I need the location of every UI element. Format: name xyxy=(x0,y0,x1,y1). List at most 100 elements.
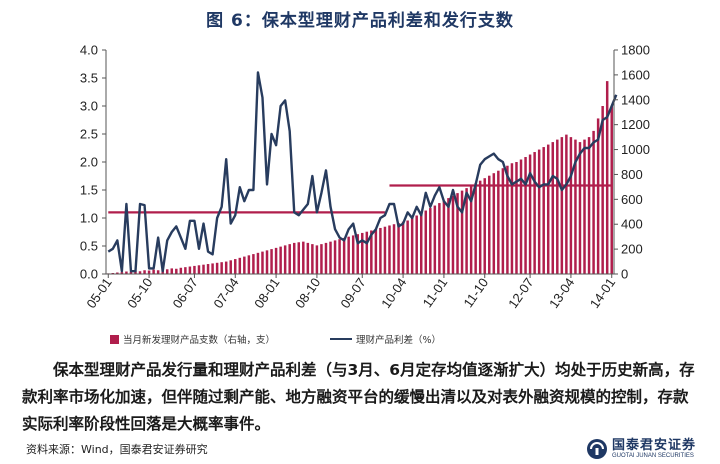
bar xyxy=(238,257,242,274)
bar xyxy=(193,265,196,274)
bar xyxy=(574,139,577,274)
bar xyxy=(551,142,555,274)
bar xyxy=(542,147,545,274)
legend-item-bars: 当月新发理财产品支数（右轴，支） xyxy=(110,332,275,346)
right-tick-label: 1400 xyxy=(621,92,650,107)
bar xyxy=(247,255,251,274)
right-tick-label: 400 xyxy=(621,217,643,232)
x-tick-label: 12-07 xyxy=(505,275,536,311)
bar xyxy=(152,269,155,274)
bar xyxy=(265,250,269,274)
bar xyxy=(175,268,178,274)
bar xyxy=(288,244,291,274)
bar xyxy=(419,213,423,274)
bar xyxy=(569,137,573,274)
bar xyxy=(528,154,532,274)
right-tick-label: 0 xyxy=(621,267,628,282)
logo-icon xyxy=(587,439,607,459)
bar xyxy=(170,268,174,274)
x-tick-label: 05-10 xyxy=(124,275,155,311)
bar xyxy=(120,272,124,274)
axes: 0.0 0.5 1.0 1.5 2.0 2.5 3.0 3.5 4.0 0 200 400 600 800… xyxy=(80,43,650,311)
bar-series xyxy=(107,81,613,274)
bar xyxy=(292,242,296,274)
right-tick-label: 600 xyxy=(621,192,643,207)
bar xyxy=(220,262,223,274)
x-tick-label: 11-01 xyxy=(420,275,451,310)
bar xyxy=(424,210,428,274)
bar xyxy=(438,203,441,274)
bar xyxy=(605,81,609,274)
bar xyxy=(388,225,391,274)
bar xyxy=(488,175,491,274)
bar xyxy=(311,244,314,274)
bar xyxy=(469,185,473,274)
bar xyxy=(211,263,214,274)
bar xyxy=(283,245,287,274)
bar xyxy=(188,266,192,274)
logo-text-cn: 国泰君安证券 xyxy=(612,437,697,453)
bar xyxy=(610,106,613,274)
bar xyxy=(433,205,437,274)
bar xyxy=(333,240,337,274)
bar xyxy=(165,269,169,274)
spread-line-series xyxy=(107,71,618,273)
bar xyxy=(533,152,536,274)
bar xyxy=(206,264,210,274)
legend-item-line: 理财产品利差（%） xyxy=(330,332,441,346)
bar xyxy=(138,271,142,274)
bar xyxy=(537,149,541,274)
spread-line xyxy=(107,71,618,273)
legend: 当月新发理财产品支数（右轴，支） 理财产品利差（%） xyxy=(110,332,630,348)
bar xyxy=(415,215,418,274)
bar xyxy=(116,272,119,274)
x-tick-label: 14-01 xyxy=(587,275,618,311)
bar xyxy=(565,134,568,274)
bar xyxy=(519,159,523,274)
bar xyxy=(256,252,260,274)
left-tick-label: 2.0 xyxy=(80,155,98,170)
x-tick-label: 13-04 xyxy=(546,275,577,311)
bar xyxy=(361,232,364,274)
x-tick-label: 06-07 xyxy=(170,275,201,311)
bar xyxy=(229,260,232,274)
x-tick-label: 08-10 xyxy=(292,275,323,311)
bar xyxy=(147,270,151,274)
right-tick-label: 1600 xyxy=(621,67,650,82)
x-tick-label: 11-10 xyxy=(460,275,491,310)
bar xyxy=(592,130,595,274)
bar xyxy=(515,162,518,274)
analysis-paragraph: 保本型理财产品发行量和理财产品利差（与3月、6月定存均值逐渐扩大）均处于历史新高… xyxy=(22,361,695,433)
legend-label-bars: 当月新发理财产品支数（右轴，支） xyxy=(123,335,276,346)
bar xyxy=(351,235,355,274)
bar xyxy=(156,270,160,274)
bar xyxy=(383,226,387,274)
bar xyxy=(125,271,128,274)
bar xyxy=(297,242,301,274)
bar xyxy=(234,259,237,274)
legend-swatch-bars xyxy=(110,334,119,344)
bar xyxy=(442,200,446,274)
left-tick-label: 3.5 xyxy=(80,71,98,86)
bar xyxy=(342,237,346,274)
right-tick-label: 1000 xyxy=(621,142,650,157)
bar xyxy=(587,137,591,274)
right-tick-label: 1200 xyxy=(621,117,650,132)
bar xyxy=(374,229,378,274)
bar xyxy=(456,193,459,274)
source-note: 资料来源：Wind，国泰君安证券研究 xyxy=(26,443,208,456)
right-tick-label: 800 xyxy=(621,167,643,182)
bar xyxy=(184,267,187,274)
bar xyxy=(324,242,328,274)
bar xyxy=(492,173,496,274)
bar xyxy=(202,264,205,274)
bar xyxy=(429,208,432,274)
bar xyxy=(134,270,137,274)
bar xyxy=(243,256,246,274)
bar xyxy=(410,218,414,274)
left-tick-label: 2.5 xyxy=(80,127,98,142)
legend-swatch-line xyxy=(330,338,352,340)
right-tick-label: 200 xyxy=(621,242,643,257)
bar xyxy=(306,242,310,274)
bar xyxy=(365,231,369,274)
